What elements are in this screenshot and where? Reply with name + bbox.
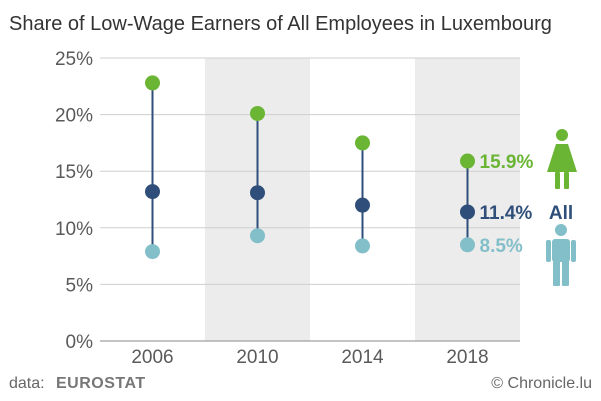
data-points	[145, 75, 475, 260]
range-stems	[151, 82, 469, 252]
y-tick-label: 25%	[55, 49, 93, 70]
legend-icons	[546, 129, 577, 286]
y-tick-label: 15%	[55, 162, 93, 183]
y-tick-label: 20%	[55, 106, 93, 127]
y-tick-label: 10%	[55, 219, 93, 240]
end-labels: 15.9% 11.4% 8.5% All	[480, 152, 574, 257]
source-prefix: data:	[9, 375, 45, 392]
point-men-2010	[250, 228, 265, 244]
x-tick-label: 2018	[446, 347, 488, 368]
point-women-2010	[250, 105, 265, 121]
point-women-2006	[145, 75, 160, 91]
point-all-2010	[250, 185, 265, 201]
end-label-men: 8.5%	[480, 236, 523, 257]
x-axis-ticks: 2006 2010 2014 2018	[131, 347, 488, 368]
end-label-women: 15.9%	[480, 152, 534, 173]
series-name-all: All	[549, 203, 573, 224]
point-women-2018	[460, 153, 475, 169]
point-men-2006	[145, 244, 160, 260]
x-tick-label: 2006	[131, 347, 173, 368]
end-label-all: 11.4%	[480, 203, 533, 224]
point-men-2014	[355, 238, 370, 254]
y-tick-label: 0%	[66, 332, 94, 353]
x-tick-label: 2014	[341, 347, 384, 368]
point-women-2014	[355, 135, 370, 151]
man-icon	[546, 224, 576, 286]
y-axis-ticks: 0% 5% 10% 15% 20% 25%	[55, 49, 93, 353]
point-all-2018	[460, 204, 475, 220]
credit: © Chronicle.lu	[491, 375, 592, 392]
chart-title: Share of Low-Wage Earners of All Employe…	[9, 13, 552, 35]
x-tick-label: 2010	[236, 347, 278, 368]
point-all-2006	[145, 184, 160, 200]
point-all-2014	[355, 197, 370, 213]
y-tick-label: 5%	[66, 275, 94, 296]
woman-icon	[547, 129, 577, 189]
point-men-2018	[460, 237, 475, 253]
source-name: EUROSTAT	[56, 375, 146, 392]
gridlines	[100, 57, 520, 342]
